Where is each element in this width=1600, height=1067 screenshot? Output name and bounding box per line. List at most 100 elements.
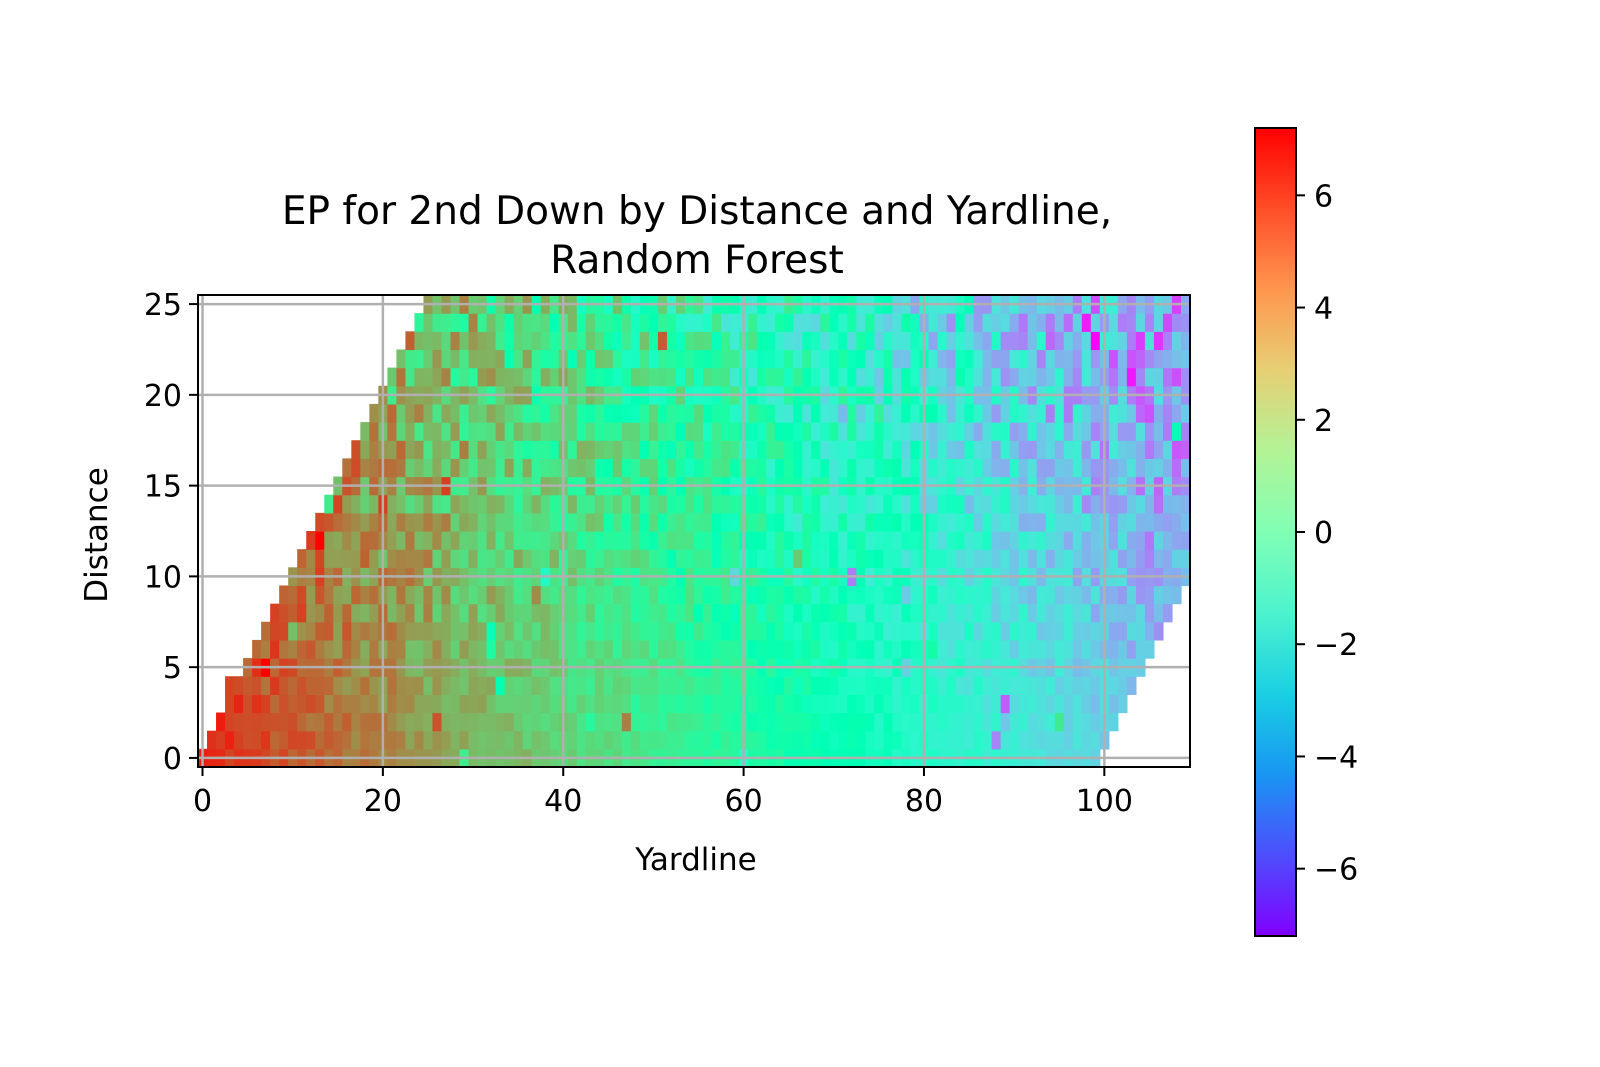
heatmap-cell	[829, 458, 839, 478]
heatmap-cell	[793, 367, 803, 387]
heatmap-cell	[694, 512, 704, 532]
heatmap-cell	[450, 494, 461, 514]
heatmap-cell	[603, 676, 614, 695]
heatmap-cell	[567, 585, 578, 605]
heatmap-cell	[549, 494, 560, 514]
heatmap-cell	[1153, 440, 1164, 459]
heatmap-cell	[369, 676, 379, 695]
heatmap-cell	[567, 422, 578, 441]
heatmap-cell	[405, 531, 416, 550]
heatmap-cell	[639, 676, 650, 695]
heatmap-cell	[477, 367, 488, 387]
heatmap-cell	[522, 313, 533, 332]
heatmap-cell	[1054, 331, 1065, 351]
heatmap-cell	[513, 422, 524, 441]
heatmap-cell	[540, 549, 551, 568]
heatmap-cell	[1054, 403, 1065, 423]
heatmap-cell	[621, 458, 632, 478]
heatmap-cell	[694, 403, 704, 423]
heatmap-cell	[820, 694, 830, 714]
heatmap-cell	[360, 694, 370, 714]
heatmap-cell	[540, 603, 551, 623]
heatmap-cell	[360, 422, 370, 441]
heatmap-cell	[964, 349, 975, 369]
heatmap-cell	[946, 621, 957, 641]
heatmap-cell	[576, 313, 587, 332]
heatmap-cell	[946, 639, 957, 659]
heatmap-cell	[531, 585, 542, 605]
heatmap-cell	[1045, 549, 1056, 568]
heatmap-cell	[450, 549, 461, 568]
heatmap-cell	[549, 512, 560, 532]
heatmap-cell	[351, 730, 361, 750]
heatmap-cell	[486, 603, 497, 623]
heatmap-cell	[757, 549, 767, 568]
heatmap-cell	[721, 331, 731, 351]
heatmap-cell	[955, 512, 966, 532]
heatmap-cell	[612, 549, 623, 568]
heatmap-cell	[955, 313, 966, 332]
heatmap-cell	[630, 585, 641, 605]
heatmap-cell	[279, 585, 289, 605]
heatmap-cell	[1117, 403, 1128, 423]
heatmap-cell	[838, 712, 848, 732]
heatmap-cell	[567, 531, 578, 550]
heatmap-cell	[937, 367, 948, 387]
heatmap-cell	[603, 639, 614, 659]
heatmap-cell	[829, 494, 839, 514]
heatmap-cell	[441, 585, 452, 605]
heatmap-cell	[928, 313, 939, 332]
heatmap-cell	[1063, 512, 1074, 532]
heatmap-cell	[703, 730, 713, 750]
heatmap-cell	[639, 639, 650, 659]
heatmap-cell	[694, 730, 704, 750]
heatmap-cell	[955, 331, 966, 351]
heatmap-cell	[811, 512, 821, 532]
heatmap-cell	[955, 676, 966, 695]
heatmap-cell	[396, 349, 407, 369]
heatmap-cell	[856, 712, 866, 732]
heatmap-cell	[1027, 531, 1038, 550]
heatmap-cell	[288, 639, 298, 659]
heatmap-cell	[991, 440, 1002, 459]
heatmap-cell	[784, 730, 794, 750]
heatmap-cell	[1018, 585, 1029, 605]
heatmap-cell	[441, 367, 452, 387]
heatmap-cell	[504, 639, 515, 659]
heatmap-cell	[630, 403, 641, 423]
heatmap-cell	[396, 367, 407, 387]
heatmap-cell	[1027, 603, 1038, 623]
heatmap-cell	[648, 458, 659, 478]
heatmap-cell	[306, 712, 316, 732]
heatmap-cell	[991, 349, 1002, 369]
heatmap-cell	[901, 676, 912, 695]
heatmap-cell	[252, 712, 262, 732]
heatmap-cell	[315, 585, 325, 605]
heatmap-cell	[982, 349, 993, 369]
heatmap-cell	[892, 367, 903, 387]
heatmap-cell	[766, 494, 776, 514]
heatmap-cell	[630, 730, 641, 750]
heatmap-cell	[1000, 621, 1011, 641]
heatmap-cell	[730, 549, 740, 568]
heatmap-cell	[856, 585, 866, 605]
heatmap-cell	[522, 603, 533, 623]
heatmap-cell	[549, 458, 560, 478]
heatmap-cell	[1090, 313, 1101, 332]
heatmap-cell	[603, 458, 614, 478]
heatmap-cell	[576, 603, 587, 623]
heatmap-cell	[847, 621, 857, 641]
heatmap-cell	[730, 313, 740, 332]
heatmap-cell	[657, 712, 668, 732]
heatmap-cell	[811, 712, 821, 732]
heatmap-cell	[639, 730, 650, 750]
heatmap-cell	[423, 367, 434, 387]
heatmap-cell	[423, 331, 434, 351]
heatmap-cell	[982, 694, 993, 714]
heatmap-cell	[982, 639, 993, 659]
heatmap-cell	[1036, 403, 1047, 423]
heatmap-cell	[973, 313, 984, 332]
heatmap-cell	[829, 349, 839, 369]
heatmap-cell	[360, 458, 370, 478]
heatmap-cell	[468, 585, 479, 605]
